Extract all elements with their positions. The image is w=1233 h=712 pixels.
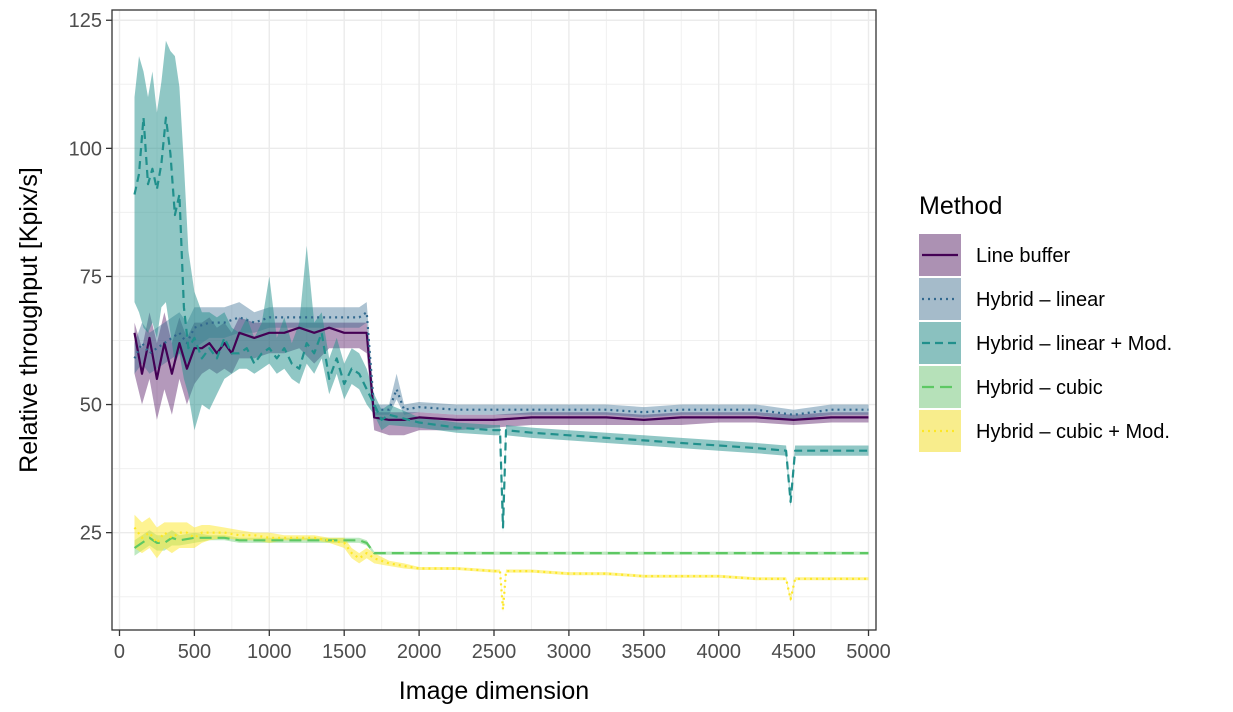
- legend-label: Hybrid – cubic + Mod.: [976, 421, 1170, 443]
- legend-label: Line buffer: [976, 245, 1070, 267]
- y-axis-title: Relative throughput [Kpix/s]: [15, 167, 43, 473]
- y-tick-label: 75: [80, 266, 102, 288]
- y-tick-label: 25: [80, 523, 102, 545]
- axes: 0 500 1000 1500 2000 2500 3000 3500 4000 4500 5000…: [69, 10, 891, 663]
- series-lines: [133, 116, 869, 611]
- series-line-4: [133, 536, 869, 555]
- x-tick-label: 5000: [846, 641, 891, 663]
- series-line-1: [133, 326, 869, 421]
- x-tick-label: 3500: [622, 641, 667, 663]
- x-tick-label: 1500: [322, 641, 367, 663]
- x-tick-label: 1000: [247, 641, 292, 663]
- x-tick-label: 3000: [547, 641, 592, 663]
- x-axis-title: Image dimension: [399, 677, 589, 705]
- x-tick-label: 0: [114, 641, 125, 663]
- grid: [112, 10, 876, 630]
- x-tick-label: 4500: [771, 641, 816, 663]
- x-tick-label: 4000: [696, 641, 741, 663]
- x-tick-label: 2000: [397, 641, 442, 663]
- legend-label: Hybrid – cubic: [976, 377, 1103, 399]
- y-tick-label: 50: [80, 395, 102, 417]
- ribbon-5: [134, 514, 869, 613]
- legend-label: Hybrid – linear + Mod.: [976, 333, 1172, 355]
- legend-label: Hybrid – linear: [976, 289, 1105, 311]
- x-tick-label: 500: [178, 641, 211, 663]
- legend: Method Line buffer Hybrid – linear Hybrid …: [919, 192, 1172, 452]
- legend-title: Method: [919, 192, 1002, 220]
- y-tick-label: 125: [69, 10, 102, 32]
- x-tick-label: 2500: [472, 641, 517, 663]
- y-tick-label: 100: [69, 138, 102, 160]
